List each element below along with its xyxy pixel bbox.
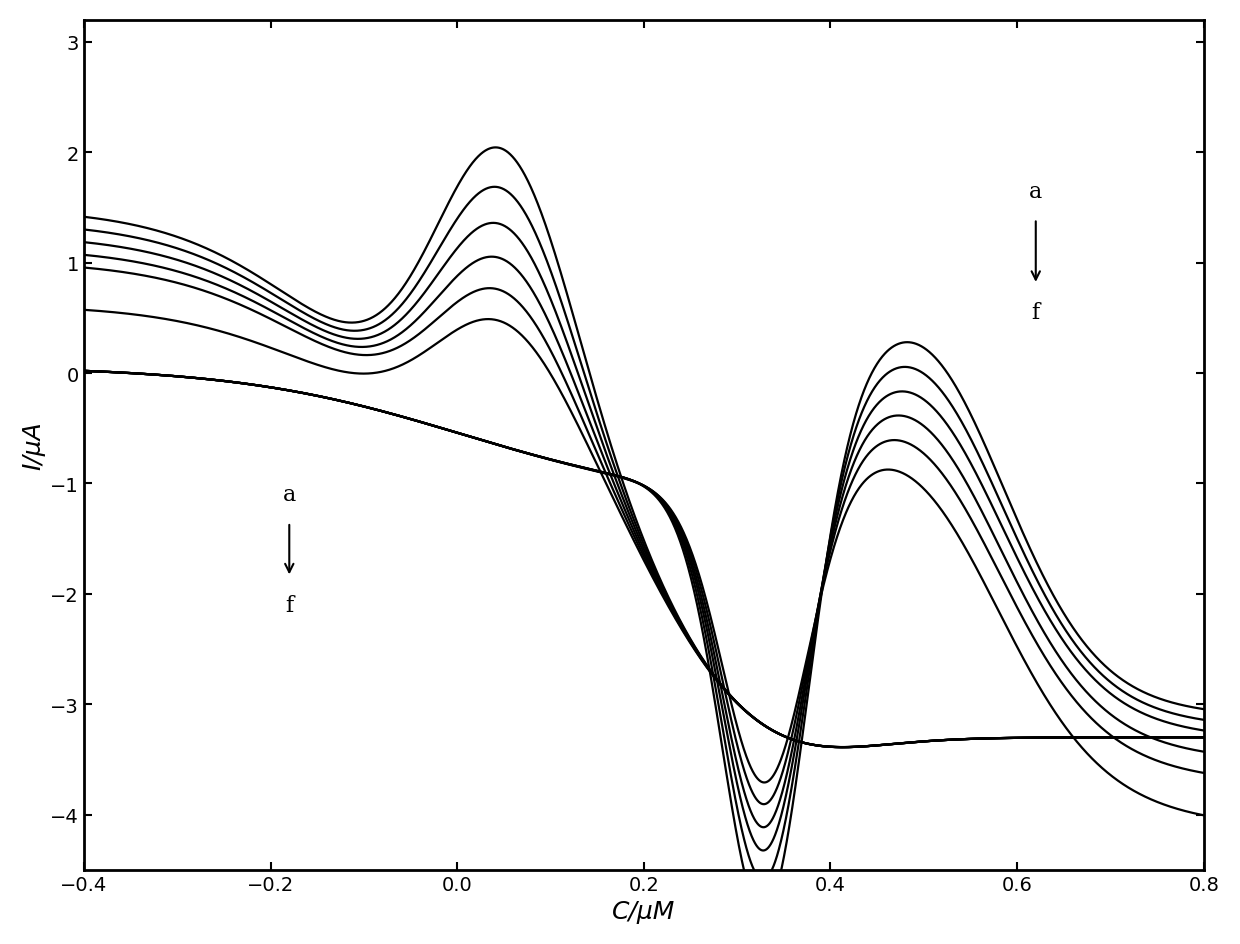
Text: f: f (285, 594, 294, 616)
Text: f: f (1032, 302, 1040, 324)
Y-axis label: I/μA: I/μA (21, 421, 45, 470)
X-axis label: C/μM: C/μM (613, 900, 676, 923)
Text: a: a (283, 484, 296, 506)
Text: a: a (1029, 180, 1043, 203)
